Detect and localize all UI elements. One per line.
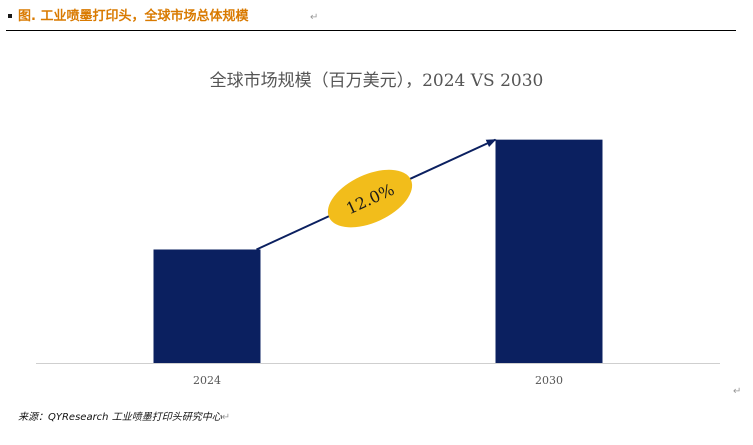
- x-tick-label-2024: 2024: [193, 374, 221, 387]
- chart-title: 全球市场规模（百万美元），2024 VS 2030: [209, 71, 544, 91]
- source-text: 来源：QYResearch 工业喷墨打印头研究中心: [18, 412, 222, 423]
- cagr-badge: [327, 169, 413, 228]
- caption-title: 图. 工业喷墨打印头，全球市场总体规模: [18, 8, 249, 26]
- caption-text: 工业喷墨打印头，全球市场总体规模: [40, 9, 249, 24]
- x-tick-label-2030: 2030: [535, 374, 563, 387]
- source-paragraph-mark: ↵: [221, 412, 231, 423]
- paragraph-mark: ↵: [310, 12, 319, 23]
- caption-bullet: [8, 14, 12, 18]
- bar-2030: [495, 139, 603, 363]
- figure-caption: 图. 工业喷墨打印头，全球市场总体规模 ↵: [6, 8, 736, 31]
- bar-2024: [153, 249, 261, 363]
- source-note: 来源：QYResearch 工业喷墨打印头研究中心↵: [18, 408, 230, 423]
- caption-prefix: 图.: [18, 9, 36, 24]
- paragraph-mark-lower: ↵: [733, 386, 742, 397]
